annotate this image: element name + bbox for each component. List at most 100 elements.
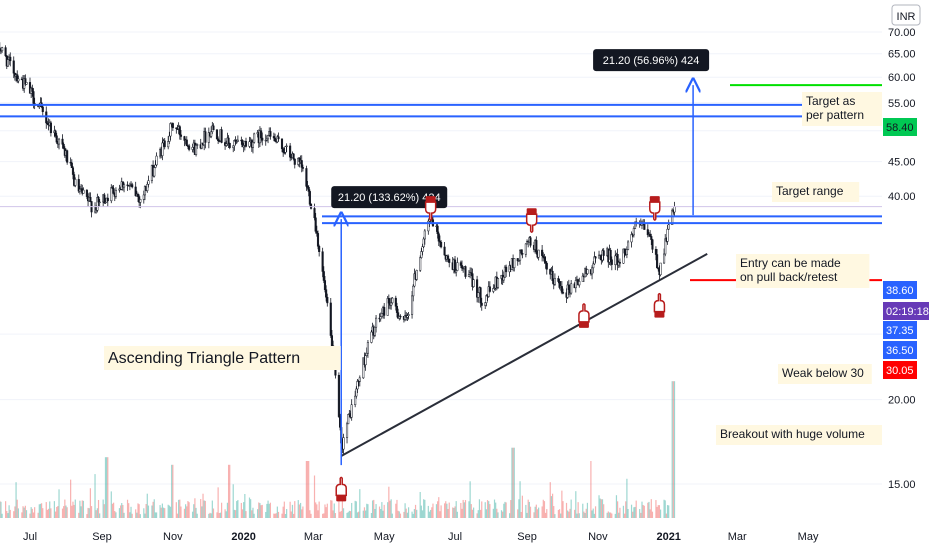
candle	[205, 132, 207, 143]
candle	[390, 303, 392, 305]
volume-bar	[651, 499, 652, 518]
volume-bar	[273, 514, 274, 518]
candle	[110, 188, 112, 201]
volume-bar	[439, 511, 440, 518]
volume-bar	[306, 461, 307, 518]
candle	[505, 267, 507, 272]
volume-bar	[276, 513, 277, 518]
entry-annotation-line: Entry can be made	[740, 256, 841, 270]
volume-bar	[242, 509, 243, 518]
volume-bar	[673, 381, 674, 518]
candle	[575, 280, 577, 287]
target-range-annotation: Target range	[772, 182, 859, 202]
volume-bar	[631, 505, 632, 518]
candle	[530, 238, 532, 246]
volume-bar	[115, 512, 116, 518]
volume-bar	[656, 507, 657, 518]
volume-bar	[309, 510, 310, 518]
volume-bar	[537, 509, 538, 518]
candle	[562, 292, 564, 293]
candle	[289, 146, 291, 157]
candle	[627, 242, 629, 250]
candle	[633, 228, 635, 235]
volume-bar	[650, 509, 651, 518]
volume-bar	[511, 448, 512, 518]
volume-bar	[65, 506, 66, 518]
candle	[437, 226, 439, 234]
candle	[98, 197, 100, 202]
volume-bar	[666, 514, 667, 518]
volume-bar	[128, 503, 129, 518]
volume-bar	[286, 509, 287, 518]
volume-bar	[526, 513, 527, 518]
volume-bar	[86, 514, 87, 518]
volume-bar	[449, 503, 450, 518]
candle	[525, 244, 527, 254]
candle	[66, 151, 68, 163]
volume-bar	[323, 513, 324, 518]
volume-bar	[241, 503, 242, 518]
volume-bar	[413, 514, 414, 518]
candle	[371, 332, 373, 342]
candle	[400, 316, 402, 317]
candle	[221, 130, 223, 143]
candle	[383, 307, 385, 315]
target-as-annotation-line: Target as	[806, 94, 855, 108]
volume-bar	[560, 514, 561, 518]
volume-bar	[431, 507, 432, 518]
volume-bar	[299, 504, 300, 518]
volume-bar	[284, 502, 285, 518]
volume-bar	[236, 501, 237, 518]
volume-bar	[298, 500, 299, 518]
candle	[457, 263, 459, 271]
time-tick-label: Nov	[588, 531, 608, 543]
volume-bar	[478, 510, 479, 518]
volume-bar	[201, 506, 202, 518]
candle	[170, 123, 172, 136]
candle	[267, 135, 269, 139]
volume-bar	[641, 502, 642, 518]
candle	[407, 316, 409, 318]
volume-bar	[56, 507, 57, 518]
candle	[570, 284, 572, 293]
time-tick-label: 2020	[231, 531, 255, 543]
candle	[663, 254, 665, 263]
volume-bar	[331, 501, 332, 518]
volume-bar	[609, 512, 610, 518]
volume-bar	[623, 506, 624, 518]
volume-bar	[365, 511, 366, 518]
volume-bar	[204, 500, 205, 518]
volume-bar	[542, 506, 543, 518]
volume-bar	[655, 500, 656, 518]
candle	[13, 61, 15, 73]
price-tick-label: 55.00	[888, 98, 916, 110]
hand-fingers	[336, 477, 346, 495]
volume-bar	[283, 507, 284, 518]
candle	[188, 146, 190, 150]
volume-bar	[497, 512, 498, 518]
volume-bar	[668, 505, 669, 518]
volume-bar	[154, 499, 155, 518]
candle	[309, 191, 311, 204]
volume-bar	[594, 514, 595, 518]
volume-bar	[558, 510, 559, 518]
candle	[520, 250, 522, 253]
candle	[164, 141, 166, 147]
volume-bar	[465, 500, 466, 518]
candle	[216, 130, 218, 139]
candle	[63, 144, 65, 148]
candle	[113, 189, 115, 194]
volume-bar	[464, 502, 465, 518]
volume-bar	[349, 511, 350, 518]
hand-up-icon	[579, 304, 589, 328]
volume-bar	[644, 506, 645, 518]
candle	[438, 234, 440, 241]
volume-bar	[648, 502, 649, 518]
volume-bar	[235, 510, 236, 518]
candle	[1, 48, 3, 51]
volume-bar	[229, 465, 230, 518]
candle	[5, 48, 7, 56]
volume-bar	[10, 510, 11, 518]
volume-bar	[285, 514, 286, 518]
candle	[656, 255, 658, 268]
